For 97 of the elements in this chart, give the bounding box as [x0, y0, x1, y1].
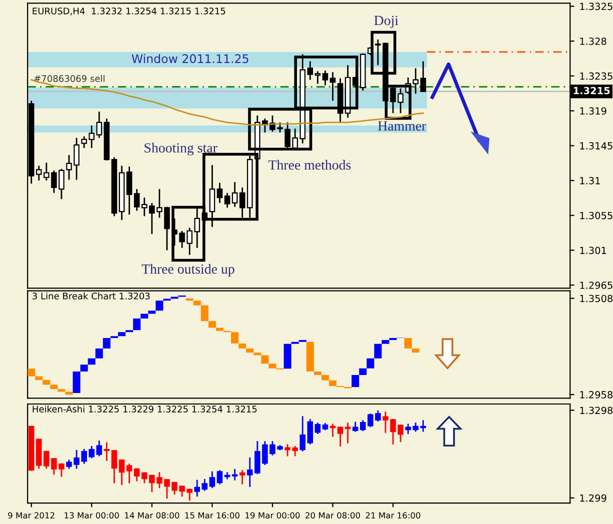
candlestick [202, 479, 208, 491]
bar [50, 384, 58, 390]
candlestick [232, 181, 238, 208]
candlestick [96, 440, 102, 456]
bar [208, 321, 216, 328]
x-tick-label: 13 Mar 00:00 [64, 512, 119, 519]
candlestick [420, 60, 426, 92]
candlestick [322, 70, 328, 86]
candlestick [216, 470, 223, 484]
bar [412, 348, 420, 353]
bar [352, 374, 360, 388]
candlestick [232, 469, 238, 480]
candlestick [330, 424, 336, 437]
bar [328, 380, 337, 386]
candlestick [96, 110, 102, 139]
bar [72, 371, 80, 393]
bar [193, 300, 201, 306]
ref-line-label: 1.3215 [574, 86, 610, 94]
bar [382, 340, 390, 344]
bar [231, 332, 239, 344]
chart-title: EURUSD,H4 1.3232 1.3254 1.3215 1.3215 [32, 8, 226, 16]
bar [284, 344, 292, 369]
annotation: Hammer [378, 121, 426, 131]
candlestick [344, 422, 351, 444]
bar [148, 310, 156, 314]
candlestick [209, 471, 216, 488]
y-tick-label: 1.31 [580, 177, 600, 184]
x-tick-label: 21 Mar 16:00 [366, 512, 420, 519]
bar [321, 374, 329, 380]
annotation: Three methods [268, 160, 351, 170]
y-tick-label: 1.319 [580, 107, 606, 115]
candlestick [126, 464, 132, 484]
bar [306, 342, 314, 372]
band-label: Window 2011.11.25 [132, 54, 248, 64]
y-tick-label: 1.3055 [580, 212, 612, 220]
annotation: Doji [374, 16, 398, 28]
candlestick [126, 166, 132, 216]
y-tick-label: 1.301 [580, 246, 606, 254]
candlestick [134, 468, 140, 482]
bar [28, 368, 36, 376]
x-tick-label: 19 Mar 00:00 [246, 512, 300, 519]
bar [118, 332, 126, 336]
bar [366, 358, 374, 368]
y-tick-label: 1.3325 [580, 2, 612, 10]
candlestick [330, 71, 336, 102]
y-tick-label: 1.2958 [580, 391, 612, 398]
y-tick-label: 1.299 [580, 494, 606, 502]
candlestick [239, 470, 246, 484]
y-tick-label: 1.3508 [580, 294, 612, 302]
bar [156, 300, 164, 311]
bar [374, 344, 382, 358]
bar [359, 368, 367, 375]
y-tick-label: 1.3298 [580, 406, 612, 414]
bar [80, 364, 88, 372]
bar [200, 305, 208, 322]
y-tick-label: 1.3145 [580, 142, 612, 150]
x-tick-label: 15 Mar 16:00 [185, 512, 240, 519]
x-tick-label: 9 Mar 2012 [8, 512, 54, 519]
x-tick-label: 14 Mar 08:00 [125, 512, 180, 519]
candlestick [224, 472, 230, 480]
candlestick [111, 450, 118, 484]
bar [404, 338, 412, 349]
candlestick [104, 442, 110, 462]
bar [140, 314, 148, 318]
candlestick [420, 420, 426, 432]
y-tick-label: 1.3235 [580, 72, 612, 80]
bar [268, 364, 276, 368]
bar [314, 371, 322, 375]
bar [88, 358, 96, 365]
ref-line-label: #70863069 sell [34, 74, 104, 82]
candlestick [216, 182, 223, 204]
chart-title: Heiken-Ashi 1.3225 1.3229 1.3225 1.3254 1.3215 [32, 405, 257, 412]
candlestick [337, 426, 344, 447]
candlestick [314, 70, 321, 84]
candlestick [239, 186, 246, 218]
bar [238, 343, 246, 349]
y-tick-label: 1.328 [580, 38, 606, 45]
bar [216, 328, 224, 331]
candlestick [194, 480, 200, 497]
bar [102, 338, 110, 349]
bar [58, 389, 66, 392]
candlestick [224, 192, 230, 208]
candlestick [134, 188, 140, 212]
bar [95, 348, 103, 358]
chart-title: 3 Line Break Chart 1.3203 [32, 292, 150, 300]
annotation: Shooting star [144, 142, 218, 156]
y-tick-label: 1.2965 [580, 282, 612, 289]
bar [35, 376, 43, 380]
bar [246, 348, 254, 353]
bar [261, 355, 269, 364]
bar [254, 352, 262, 356]
bar [42, 380, 50, 385]
x-tick-label: 20 Mar 08:00 [306, 512, 360, 519]
bar [133, 318, 141, 330]
candlestick [118, 459, 125, 485]
candlestick [314, 422, 321, 434]
annotation: Three outside up [142, 264, 234, 277]
